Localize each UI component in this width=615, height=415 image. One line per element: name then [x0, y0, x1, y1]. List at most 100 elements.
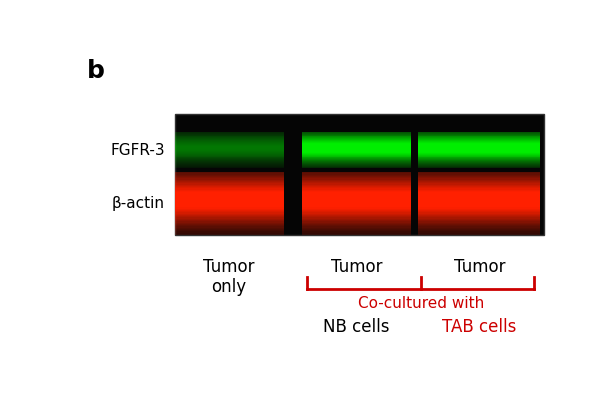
FancyBboxPatch shape	[418, 210, 540, 211]
FancyBboxPatch shape	[175, 175, 284, 176]
FancyBboxPatch shape	[418, 157, 540, 159]
FancyBboxPatch shape	[175, 178, 284, 180]
FancyBboxPatch shape	[418, 231, 540, 233]
FancyBboxPatch shape	[302, 227, 411, 229]
FancyBboxPatch shape	[302, 190, 411, 191]
FancyBboxPatch shape	[418, 148, 540, 149]
FancyBboxPatch shape	[418, 209, 540, 210]
FancyBboxPatch shape	[418, 181, 540, 182]
FancyBboxPatch shape	[418, 215, 540, 216]
FancyBboxPatch shape	[302, 226, 411, 227]
FancyBboxPatch shape	[175, 200, 284, 201]
FancyBboxPatch shape	[175, 156, 284, 157]
FancyBboxPatch shape	[175, 212, 284, 214]
FancyBboxPatch shape	[302, 173, 411, 175]
FancyBboxPatch shape	[175, 214, 284, 215]
FancyBboxPatch shape	[302, 234, 411, 235]
FancyBboxPatch shape	[175, 234, 284, 235]
FancyBboxPatch shape	[302, 201, 411, 202]
FancyBboxPatch shape	[302, 162, 411, 163]
FancyBboxPatch shape	[418, 138, 540, 139]
FancyBboxPatch shape	[302, 219, 411, 220]
FancyBboxPatch shape	[418, 205, 540, 206]
FancyBboxPatch shape	[302, 182, 411, 183]
FancyBboxPatch shape	[302, 172, 411, 173]
FancyBboxPatch shape	[418, 221, 540, 222]
FancyBboxPatch shape	[175, 173, 284, 175]
FancyBboxPatch shape	[302, 216, 411, 217]
FancyBboxPatch shape	[175, 145, 284, 146]
FancyBboxPatch shape	[418, 143, 540, 144]
FancyBboxPatch shape	[175, 211, 284, 212]
FancyBboxPatch shape	[302, 215, 411, 216]
FancyBboxPatch shape	[418, 137, 540, 138]
FancyBboxPatch shape	[302, 156, 411, 157]
FancyBboxPatch shape	[175, 132, 284, 133]
FancyBboxPatch shape	[418, 191, 540, 192]
Text: Tumor: Tumor	[331, 257, 383, 276]
FancyBboxPatch shape	[418, 173, 540, 175]
FancyBboxPatch shape	[418, 160, 540, 161]
FancyBboxPatch shape	[175, 151, 284, 152]
FancyBboxPatch shape	[418, 176, 540, 177]
FancyBboxPatch shape	[175, 204, 284, 205]
FancyBboxPatch shape	[175, 138, 284, 139]
FancyBboxPatch shape	[418, 234, 540, 235]
FancyBboxPatch shape	[302, 206, 411, 208]
FancyBboxPatch shape	[302, 148, 411, 149]
FancyBboxPatch shape	[175, 231, 284, 233]
FancyBboxPatch shape	[418, 219, 540, 220]
FancyBboxPatch shape	[175, 225, 284, 226]
Text: TAB cells: TAB cells	[442, 318, 517, 336]
FancyBboxPatch shape	[175, 162, 284, 163]
FancyBboxPatch shape	[175, 172, 284, 173]
FancyBboxPatch shape	[175, 186, 284, 187]
FancyBboxPatch shape	[302, 191, 411, 192]
FancyBboxPatch shape	[418, 206, 540, 208]
FancyBboxPatch shape	[302, 231, 411, 233]
FancyBboxPatch shape	[418, 217, 540, 219]
FancyBboxPatch shape	[418, 183, 540, 185]
FancyBboxPatch shape	[418, 180, 540, 181]
FancyBboxPatch shape	[175, 188, 284, 190]
FancyBboxPatch shape	[175, 165, 284, 166]
FancyBboxPatch shape	[418, 186, 540, 187]
FancyBboxPatch shape	[418, 159, 540, 160]
FancyBboxPatch shape	[302, 183, 411, 185]
FancyBboxPatch shape	[302, 186, 411, 187]
FancyBboxPatch shape	[175, 229, 284, 230]
FancyBboxPatch shape	[175, 177, 284, 178]
FancyBboxPatch shape	[302, 210, 411, 211]
FancyBboxPatch shape	[418, 204, 540, 205]
FancyBboxPatch shape	[302, 145, 411, 146]
FancyBboxPatch shape	[175, 196, 284, 197]
FancyBboxPatch shape	[302, 185, 411, 186]
FancyBboxPatch shape	[302, 192, 411, 193]
FancyBboxPatch shape	[302, 204, 411, 205]
FancyBboxPatch shape	[302, 198, 411, 200]
FancyBboxPatch shape	[418, 132, 540, 133]
FancyBboxPatch shape	[175, 166, 284, 167]
FancyBboxPatch shape	[302, 138, 411, 139]
FancyBboxPatch shape	[418, 149, 540, 150]
FancyBboxPatch shape	[175, 205, 284, 206]
FancyBboxPatch shape	[175, 164, 284, 165]
FancyBboxPatch shape	[175, 163, 284, 164]
FancyBboxPatch shape	[175, 149, 284, 150]
FancyBboxPatch shape	[418, 226, 540, 227]
FancyBboxPatch shape	[418, 229, 540, 230]
FancyBboxPatch shape	[418, 216, 540, 217]
FancyBboxPatch shape	[418, 161, 540, 162]
FancyBboxPatch shape	[418, 233, 540, 234]
FancyBboxPatch shape	[302, 136, 411, 137]
FancyBboxPatch shape	[175, 147, 284, 148]
FancyBboxPatch shape	[175, 114, 544, 235]
FancyBboxPatch shape	[175, 206, 284, 208]
Text: β-actin: β-actin	[112, 196, 165, 211]
FancyBboxPatch shape	[418, 227, 540, 229]
FancyBboxPatch shape	[175, 185, 284, 186]
FancyBboxPatch shape	[175, 150, 284, 151]
FancyBboxPatch shape	[175, 209, 284, 210]
FancyBboxPatch shape	[302, 133, 411, 134]
FancyBboxPatch shape	[175, 167, 284, 168]
